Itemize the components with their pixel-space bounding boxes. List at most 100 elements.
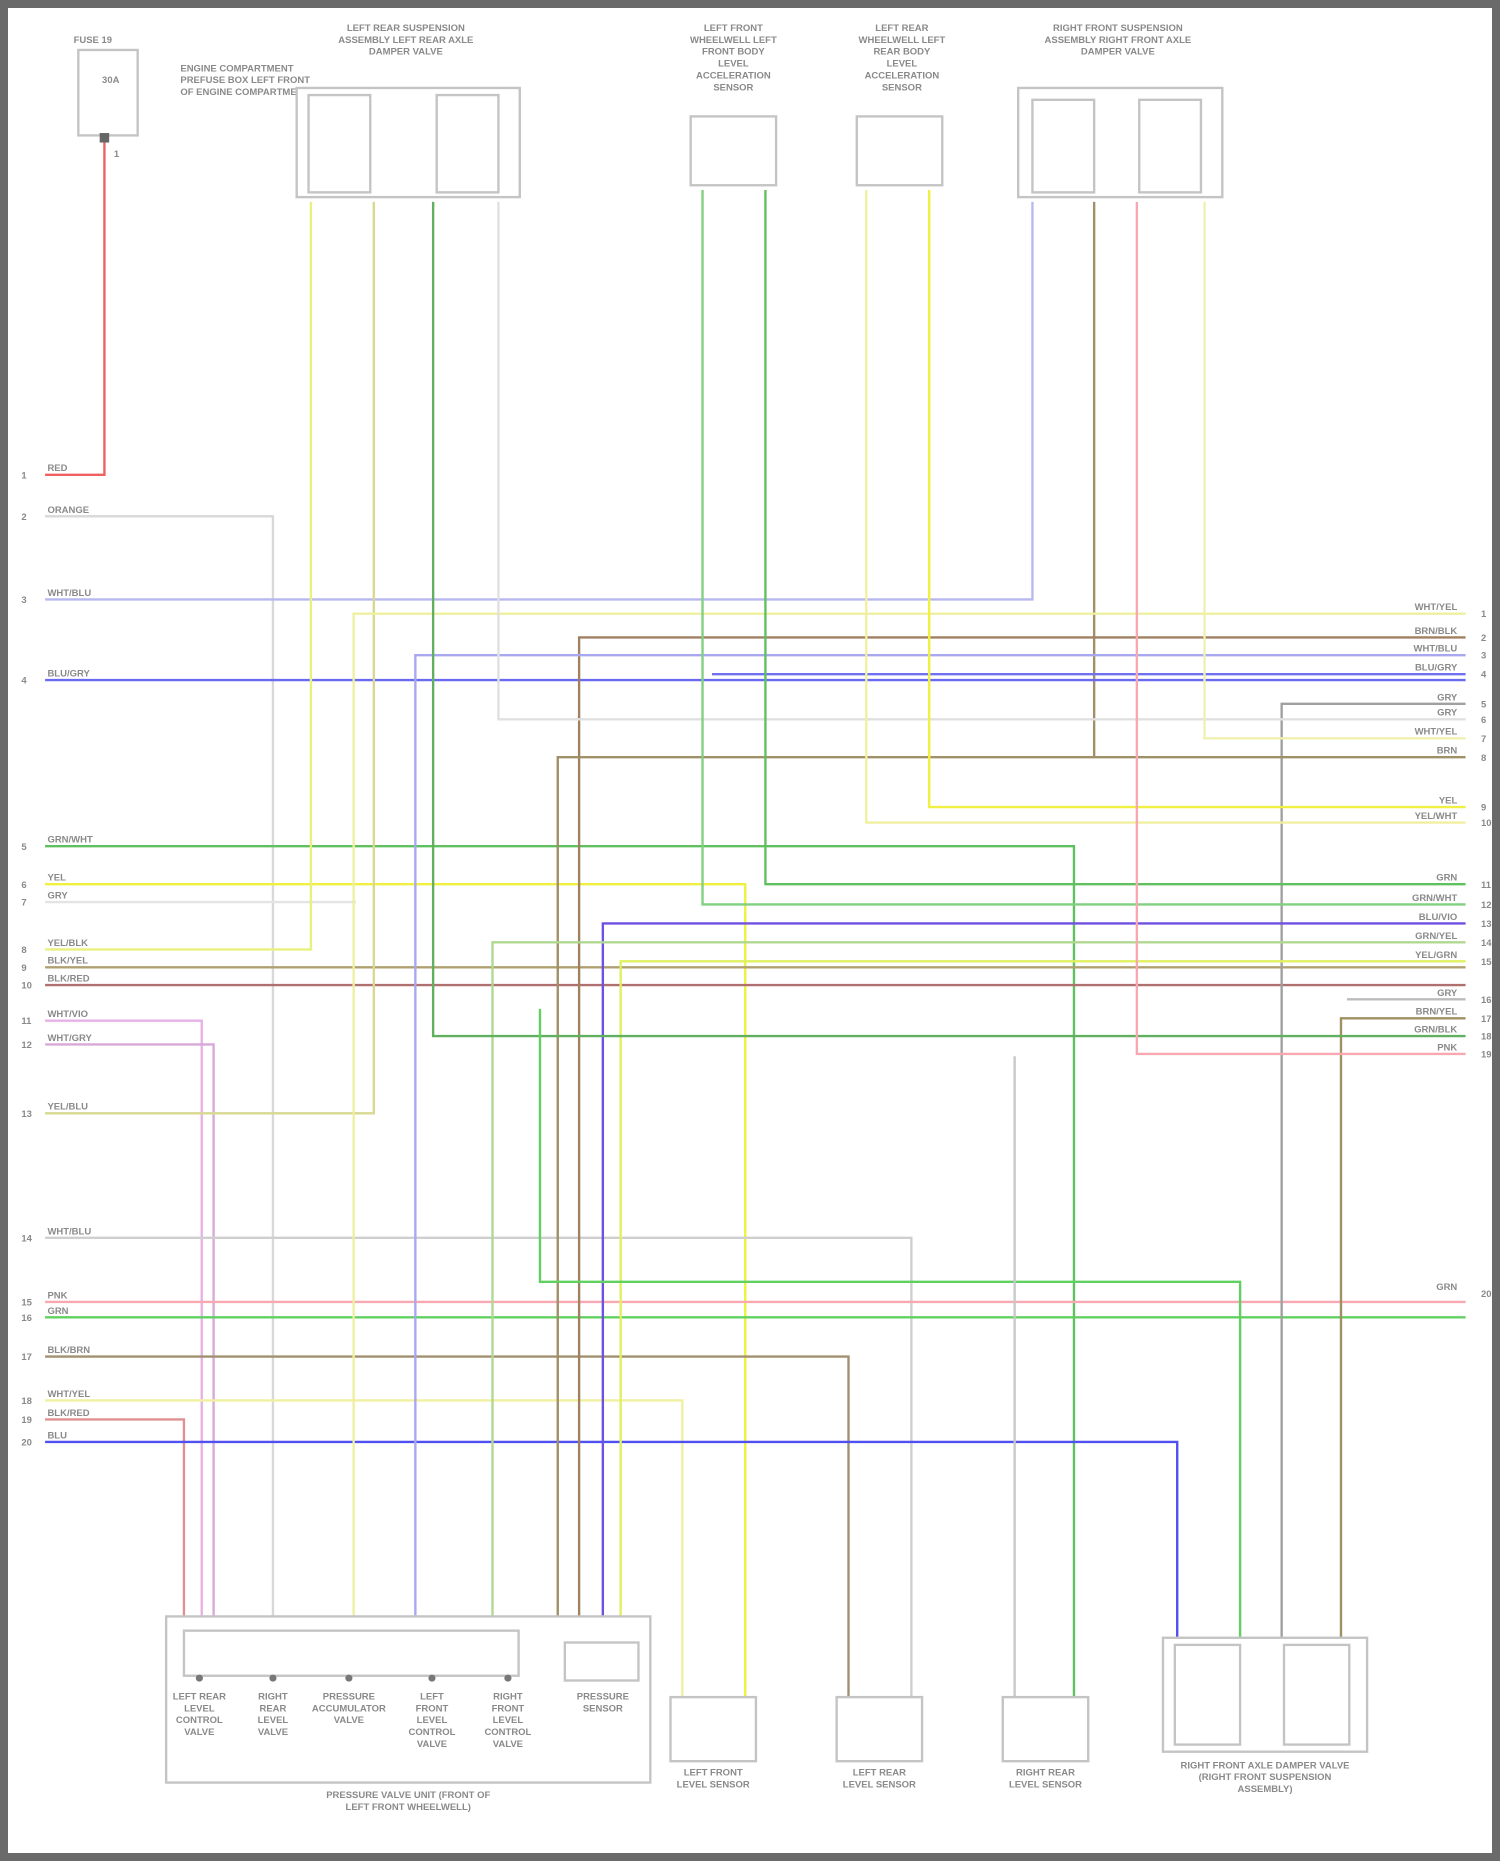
valve-terminal-icon (504, 1674, 512, 1682)
connector-pin-right: 3 (1481, 651, 1486, 662)
wire-right-1 (352, 612, 1466, 1620)
wire-label-left: WHT/GRY (47, 1033, 92, 1044)
connector-pin-left: 18 (21, 1396, 32, 1407)
left-rear-accel-sensor-title: LEFT REAR WHEELWELL LEFT REAR BODY LEVEL ACC… (859, 23, 946, 93)
connector-pin-right: 17 (1481, 1014, 1492, 1025)
connector-pin-left: 19 (21, 1415, 32, 1426)
wire-left-14 (45, 1236, 913, 1698)
right-front-valve-title: RIGHT FRONT SUSPENSION ASSEMBLY RIGHT FRO… (1045, 23, 1192, 58)
pressure-sensor-label: PRESSURE SENSOR (577, 1691, 629, 1714)
pressure-valve-unit-title: PRESSURE VALVE UNIT (FRONT OF LEFT FRONT … (326, 1790, 490, 1813)
wire-right-10 (865, 189, 1466, 824)
valve-terminal-icon (269, 1674, 277, 1682)
wire-label-right: WHT/YEL (1415, 602, 1458, 613)
left-front-level-sensor-box (669, 1695, 758, 1763)
fuse-title: FUSE 19 (74, 35, 112, 46)
valve-terminal-icon (428, 1674, 436, 1682)
wire-right-12 (701, 189, 1466, 906)
valve-coil (1282, 1643, 1351, 1746)
wire-right-17 (1339, 1017, 1466, 1638)
wire-label-right: GRN/BLK (1414, 1025, 1457, 1036)
wire-right-6 (497, 201, 1466, 721)
wire-label-left: PNK (47, 1290, 67, 1301)
wire-left-1 (45, 136, 106, 476)
valve-block (182, 1629, 520, 1677)
valve-label: LEFT REAR LEVEL CONTROL VALVE (173, 1691, 226, 1738)
wire-left-12 (45, 1043, 215, 1620)
valve-terminal-icon (195, 1674, 203, 1682)
left-front-level-sensor-title: LEFT FRONT LEVEL SENSOR (677, 1767, 750, 1790)
wire-label-right: BLU/VIO (1419, 912, 1457, 923)
wire-label-right: GRY (1437, 708, 1458, 719)
wire-label-right: BRN/BLK (1415, 626, 1458, 637)
right-damper-title: RIGHT FRONT AXLE DAMPER VALVE (RIGHT FRON… (1181, 1760, 1350, 1795)
connector-pin-left: 15 (21, 1297, 32, 1308)
wire-label-left: WHT/BLU (47, 1226, 91, 1237)
wire-label-right: GRY (1437, 692, 1458, 703)
connector-pin-left: 17 (21, 1352, 32, 1363)
wire-right-7 (1203, 201, 1466, 740)
wire-right-19 (1135, 201, 1466, 1056)
wire-right-8 (556, 756, 1466, 1620)
wire-label-right: YEL/WHT (1415, 811, 1458, 822)
connector-pin-left: 10 (21, 981, 32, 992)
wire-right-3 (414, 653, 1466, 1620)
connector-pin-left: 9 (21, 963, 26, 974)
connector-pin-right: 8 (1481, 753, 1486, 764)
connector-pin-left: 13 (21, 1109, 32, 1120)
right-rear-level-sensor-title: RIGHT REAR LEVEL SENSOR (1009, 1767, 1082, 1790)
wire-label-right: YEL/GRN (1415, 950, 1457, 961)
left-rear-accel-sensor-box (855, 115, 944, 187)
valve-coil (1031, 98, 1096, 194)
connector-pin-left: 12 (21, 1040, 32, 1051)
wire-label-left: BLK/YEL (47, 956, 88, 967)
wire-left-18 (45, 1399, 684, 1698)
wire-label-left: GRY (47, 890, 68, 901)
connector-pin-right: 10 (1481, 818, 1492, 829)
right-rear-level-sensor-box (1001, 1695, 1090, 1763)
fuse-rating: 30A (102, 75, 120, 86)
connector-pin-right: 16 (1481, 995, 1492, 1006)
wire-label-left: YEL/BLU (47, 1102, 88, 1113)
connector-pin-right: 20 (1481, 1289, 1492, 1300)
connector-pin-left: 7 (21, 898, 26, 909)
connector-pin-left: 4 (21, 676, 27, 687)
wire-label-left: BLK/BRN (47, 1345, 90, 1356)
connector-pin-right: 15 (1481, 957, 1492, 968)
wire-label-left: WHT/VIO (47, 1009, 88, 1020)
connector-pin-left: 14 (21, 1233, 32, 1244)
valve-coil (307, 93, 372, 194)
valve-coil (1138, 98, 1203, 194)
connector-pin-right: 5 (1481, 699, 1487, 710)
wire-label-right: GRY (1437, 988, 1458, 999)
connector-pin-left: 1 (21, 470, 27, 481)
valve-coil (1173, 1643, 1242, 1746)
wire-label-left: YEL/BLK (47, 938, 88, 949)
wire-right-20 (538, 1008, 1242, 1638)
connector-pin-left: 8 (21, 945, 26, 956)
connector-pin-right: 11 (1481, 880, 1492, 891)
wire-label-right: WHT/BLU (1414, 644, 1458, 655)
left-front-accel-sensor-box (689, 115, 778, 187)
wire-label-left: GRN/WHT (47, 835, 93, 846)
wire-right-13 (601, 922, 1466, 1620)
connector-pin-left: 2 (21, 512, 26, 523)
valve-coil (435, 93, 500, 194)
connector-pin-left: 11 (21, 1016, 32, 1027)
wire-right-9 (928, 189, 1466, 809)
wire-label-right: BRN (1437, 746, 1458, 757)
wire-left-13 (45, 201, 376, 1115)
valve-label: PRESSURE ACCUMULATOR VALVE (312, 1691, 386, 1726)
wire-left-11 (45, 1019, 203, 1620)
wire-label-left: GRN (47, 1306, 68, 1317)
valve-terminal-icon (345, 1674, 353, 1682)
connector-pin-right: 19 (1481, 1049, 1492, 1060)
pressure-sensor-box (563, 1641, 640, 1682)
wire-label-right: PNK (1437, 1042, 1457, 1053)
wire-left-20 (45, 1440, 1179, 1638)
wire-label-left: YEL (47, 873, 66, 884)
wire-left-19 (45, 1418, 186, 1620)
connector-pin-right: 9 (1481, 803, 1486, 814)
